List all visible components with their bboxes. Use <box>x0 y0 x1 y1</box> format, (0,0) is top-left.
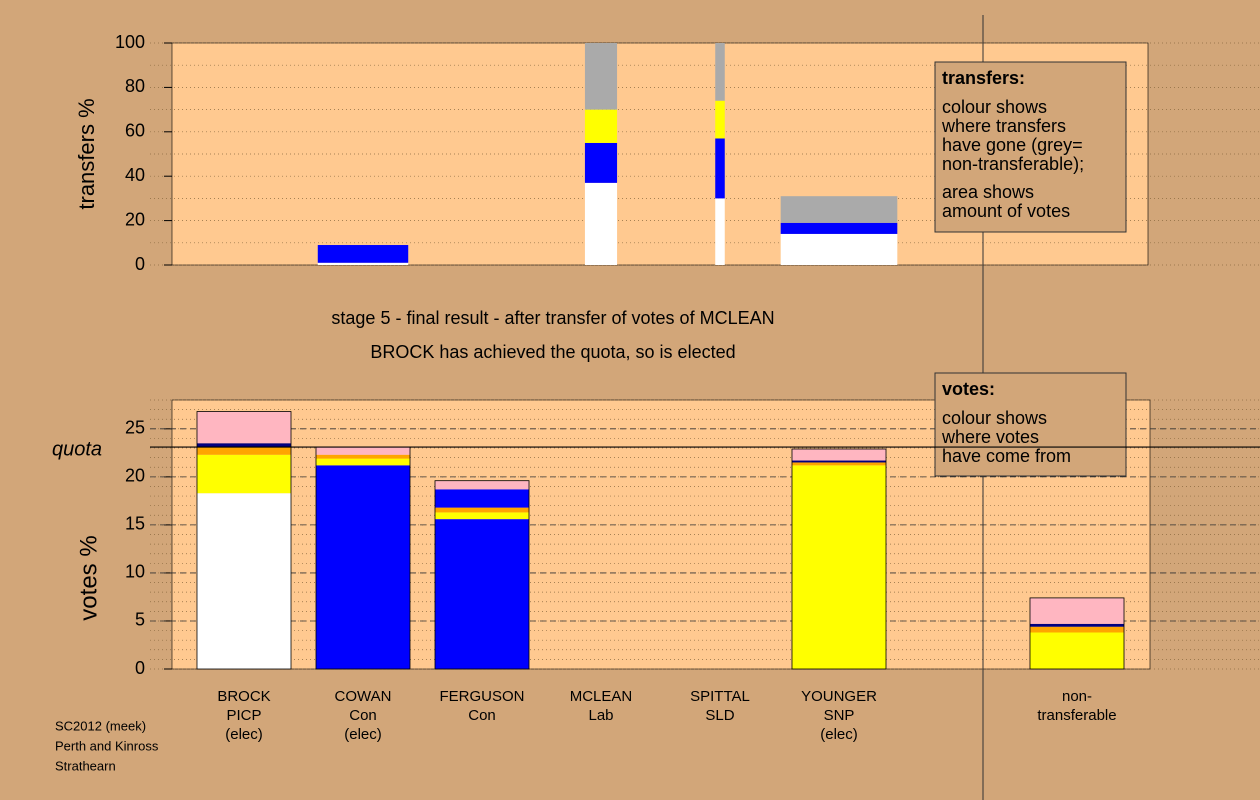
x-tick-label: MCLEAN <box>570 688 633 705</box>
y-tick-label: 20 <box>125 209 145 229</box>
bar-segment <box>434 512 530 520</box>
x-tick-label: YOUNGER <box>801 688 877 705</box>
quota-label: quota <box>52 438 102 460</box>
bar-segment <box>584 43 618 110</box>
bar-segment <box>715 100 725 139</box>
bar-segment <box>434 507 530 513</box>
y-tick-label: 60 <box>125 121 145 141</box>
y-tick-label: 25 <box>125 418 145 438</box>
x-tick-label: Lab <box>588 707 613 724</box>
bar-segment <box>434 480 530 490</box>
y-tick-label: 100 <box>115 32 145 52</box>
x-tick-label: SLD <box>705 707 734 724</box>
x-tick-label: (elec) <box>225 726 263 743</box>
legend-text: colour shows <box>942 97 1047 117</box>
x-tick-label: COWAN <box>335 688 392 705</box>
bar-segment <box>791 465 887 669</box>
bar-segment <box>584 182 618 265</box>
footer: Strathearn <box>55 758 116 773</box>
bar-segment <box>584 142 618 183</box>
title: stage 5 - final result - after transfer … <box>331 308 774 328</box>
bar-outline <box>196 411 292 670</box>
bar-segment <box>317 262 409 265</box>
bar-segment <box>315 458 411 466</box>
bar-segment <box>715 198 725 265</box>
legend-title: votes: <box>942 379 995 399</box>
bar-segment <box>315 465 411 669</box>
y-tick-label: 40 <box>125 165 145 185</box>
bar-segment <box>1029 623 1125 627</box>
bar-segment <box>780 222 898 234</box>
x-tick-label: BROCK <box>217 688 270 705</box>
bar-segment <box>791 448 887 461</box>
y-axis-label: transfers % <box>74 98 99 209</box>
bar-segment <box>196 454 292 494</box>
bar-segment <box>315 454 411 459</box>
bar-segment <box>1029 632 1125 669</box>
bar-segment <box>317 245 409 263</box>
subtitle: BROCK has achieved the quota, so is elec… <box>370 342 735 362</box>
bar-segment <box>780 233 898 265</box>
bar-segment <box>780 196 898 223</box>
bar-segment <box>715 43 725 101</box>
bar-segment <box>791 460 887 463</box>
bar-outline <box>434 480 530 670</box>
x-tick-label: Con <box>349 707 377 724</box>
y-tick-label: 15 <box>125 514 145 534</box>
legend-box <box>934 372 1127 477</box>
bar-segment <box>196 493 292 669</box>
x-tick-label: Con <box>468 707 496 724</box>
y-axis-label: votes % <box>75 535 102 620</box>
x-tick-label: non- <box>1062 688 1092 705</box>
y-tick-label: 80 <box>125 76 145 96</box>
x-tick-label: (elec) <box>344 726 382 743</box>
x-tick-label: transferable <box>1037 707 1116 724</box>
bar-segment <box>434 519 530 669</box>
bar-outline <box>1029 597 1125 670</box>
y-tick-label: 20 <box>125 466 145 486</box>
legend-text: non-transferable); <box>942 154 1084 174</box>
y-tick-label: 0 <box>135 658 145 678</box>
legend-text: have come from <box>942 446 1071 466</box>
bar-segment <box>315 447 411 455</box>
x-tick-label: PICP <box>226 707 261 724</box>
y-tick-label: 10 <box>125 562 145 582</box>
bar-segment <box>715 138 725 199</box>
footer: Perth and Kinross <box>55 738 159 753</box>
legend-text: amount of votes <box>942 201 1070 221</box>
legend-box <box>934 61 1127 233</box>
y-tick-label: 5 <box>135 610 145 630</box>
legend-text: colour shows <box>942 408 1047 428</box>
bar-segment <box>196 447 292 455</box>
bar-segment <box>1029 597 1125 624</box>
legend-text: where transfers <box>941 116 1066 136</box>
bar-segment <box>196 411 292 444</box>
footer: SC2012 (meek) <box>55 718 146 733</box>
legend-text: area shows <box>942 182 1034 202</box>
legend-title: transfers: <box>942 68 1025 88</box>
x-tick-label: FERGUSON <box>439 688 524 705</box>
bar-segment <box>791 462 887 466</box>
bar-segment <box>434 489 530 508</box>
bar-segment <box>196 443 292 448</box>
bar-segment <box>584 109 618 143</box>
bar-segment <box>1029 626 1125 633</box>
legend-text: where votes <box>941 427 1039 447</box>
legend-text: have gone (grey= <box>942 135 1083 155</box>
y-tick-label: 0 <box>135 254 145 274</box>
x-tick-label: (elec) <box>820 726 858 743</box>
x-tick-label: SNP <box>824 707 855 724</box>
x-tick-label: SPITTAL <box>690 688 750 705</box>
bar-outline <box>791 448 887 670</box>
